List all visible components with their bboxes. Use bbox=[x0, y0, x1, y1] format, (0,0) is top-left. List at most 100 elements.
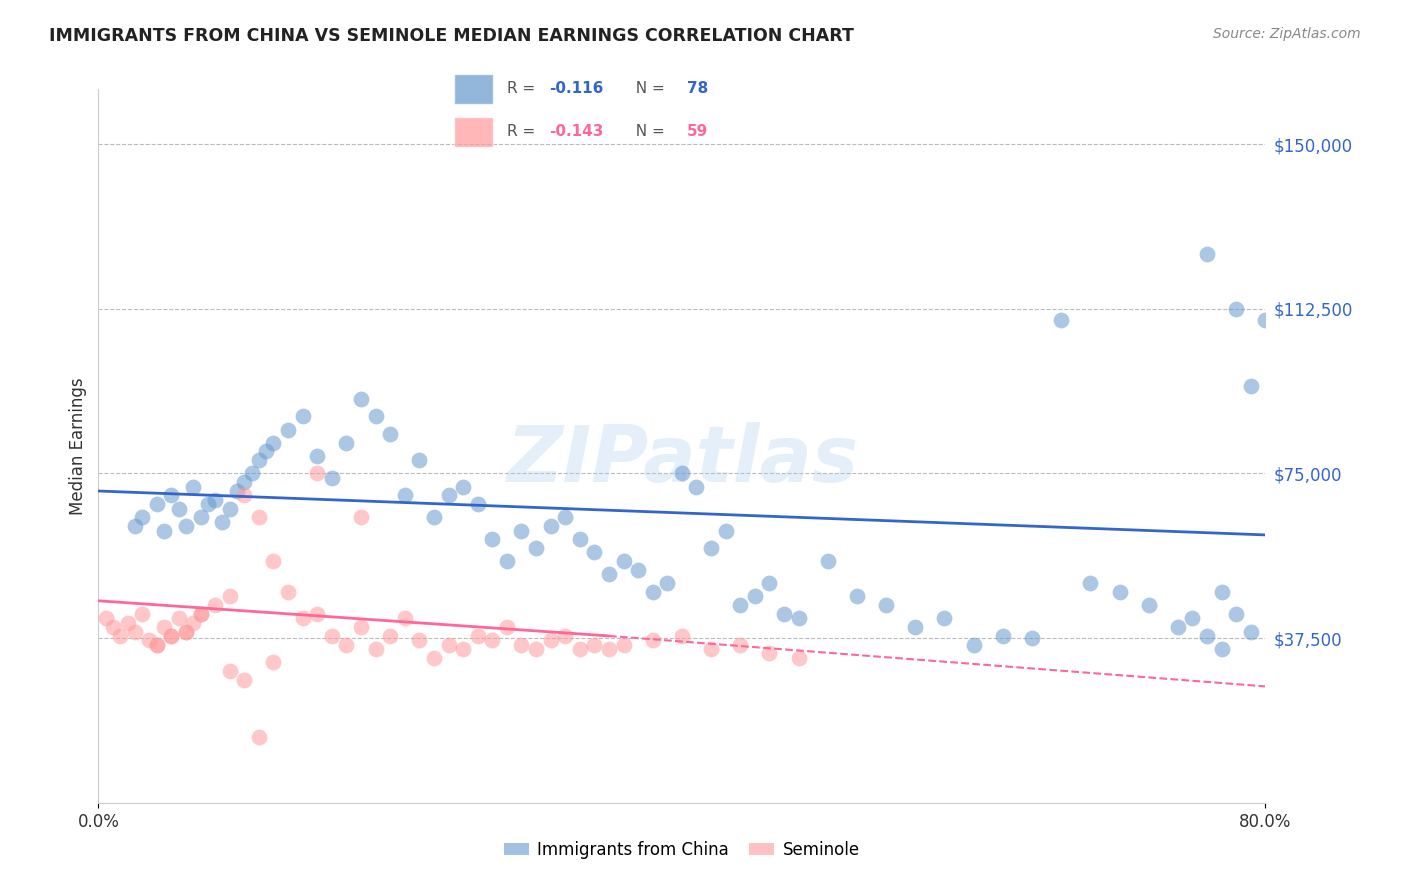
Point bbox=[262, 655, 284, 669]
Point bbox=[583, 545, 606, 559]
Point bbox=[423, 510, 446, 524]
Point bbox=[321, 471, 343, 485]
Text: IMMIGRANTS FROM CHINA VS SEMINOLE MEDIAN EARNINGS CORRELATION CHART: IMMIGRANTS FROM CHINA VS SEMINOLE MEDIAN… bbox=[49, 27, 853, 45]
Text: R =: R = bbox=[508, 81, 540, 96]
Point bbox=[218, 590, 240, 604]
Point bbox=[685, 480, 707, 494]
Point bbox=[146, 638, 169, 652]
Point bbox=[204, 492, 226, 507]
Text: ZIPatlas: ZIPatlas bbox=[506, 422, 858, 499]
Point bbox=[124, 624, 146, 639]
Point bbox=[481, 533, 503, 547]
Point bbox=[254, 444, 277, 458]
Point bbox=[817, 554, 839, 568]
Point bbox=[247, 510, 270, 524]
Point bbox=[394, 611, 416, 625]
Point bbox=[1195, 629, 1218, 643]
Point bbox=[1080, 576, 1102, 591]
Point bbox=[233, 673, 256, 687]
Point bbox=[233, 488, 256, 502]
Point bbox=[218, 664, 240, 678]
Point bbox=[554, 510, 576, 524]
Point bbox=[787, 651, 810, 665]
Point bbox=[744, 590, 766, 604]
Point bbox=[846, 590, 869, 604]
Point bbox=[991, 629, 1014, 643]
Point bbox=[730, 638, 752, 652]
Point bbox=[380, 629, 402, 643]
Point bbox=[437, 488, 460, 502]
Point bbox=[568, 533, 591, 547]
Point bbox=[394, 488, 416, 502]
Point bbox=[226, 483, 249, 498]
Point bbox=[291, 611, 314, 625]
Point bbox=[568, 642, 591, 657]
Point bbox=[307, 467, 329, 481]
Point bbox=[211, 515, 233, 529]
Point bbox=[408, 633, 430, 648]
Point bbox=[291, 409, 314, 424]
Text: Source: ZipAtlas.com: Source: ZipAtlas.com bbox=[1213, 27, 1361, 41]
Point bbox=[167, 611, 190, 625]
Point bbox=[1021, 631, 1043, 645]
Point bbox=[1195, 247, 1218, 261]
Point bbox=[160, 629, 183, 643]
Point bbox=[335, 435, 357, 450]
Point bbox=[247, 453, 270, 467]
Point bbox=[467, 629, 489, 643]
Point bbox=[554, 629, 576, 643]
Point bbox=[1108, 585, 1130, 599]
Point bbox=[160, 488, 183, 502]
Point bbox=[451, 642, 474, 657]
Point bbox=[138, 633, 160, 648]
Text: 78: 78 bbox=[686, 81, 709, 96]
Point bbox=[350, 620, 373, 634]
Point bbox=[671, 467, 693, 481]
Point bbox=[380, 426, 402, 441]
Point bbox=[110, 629, 132, 643]
Point bbox=[1137, 598, 1160, 612]
Point bbox=[496, 554, 519, 568]
Text: R =: R = bbox=[508, 124, 540, 139]
Point bbox=[423, 651, 446, 665]
Point bbox=[1211, 642, 1233, 657]
Point bbox=[641, 633, 664, 648]
Point bbox=[117, 615, 139, 630]
Point bbox=[700, 642, 723, 657]
Point bbox=[962, 638, 984, 652]
Point bbox=[598, 642, 620, 657]
Point bbox=[94, 611, 117, 625]
Point bbox=[451, 480, 474, 494]
Point bbox=[131, 607, 153, 621]
Y-axis label: Median Earnings: Median Earnings bbox=[69, 377, 87, 515]
Point bbox=[758, 576, 780, 591]
Point bbox=[540, 519, 562, 533]
Point bbox=[190, 607, 212, 621]
Point bbox=[364, 409, 387, 424]
Point bbox=[307, 449, 329, 463]
Point bbox=[496, 620, 519, 634]
Text: N =: N = bbox=[626, 124, 669, 139]
Point bbox=[277, 423, 299, 437]
Point bbox=[190, 510, 212, 524]
Point bbox=[700, 541, 723, 555]
Point bbox=[218, 501, 240, 516]
Text: N =: N = bbox=[626, 81, 669, 96]
Point bbox=[1211, 585, 1233, 599]
Point bbox=[174, 624, 197, 639]
Point bbox=[657, 576, 679, 591]
Point bbox=[153, 524, 176, 538]
Point bbox=[1240, 378, 1263, 392]
Point bbox=[350, 392, 373, 406]
Point bbox=[641, 585, 664, 599]
Point bbox=[335, 638, 357, 652]
Point bbox=[197, 497, 219, 511]
Point bbox=[174, 624, 197, 639]
Legend: Immigrants from China, Seminole: Immigrants from China, Seminole bbox=[498, 835, 866, 866]
Point bbox=[247, 730, 270, 744]
Point bbox=[262, 435, 284, 450]
Point bbox=[181, 615, 204, 630]
FancyBboxPatch shape bbox=[454, 74, 494, 103]
Point bbox=[364, 642, 387, 657]
Point bbox=[160, 629, 183, 643]
